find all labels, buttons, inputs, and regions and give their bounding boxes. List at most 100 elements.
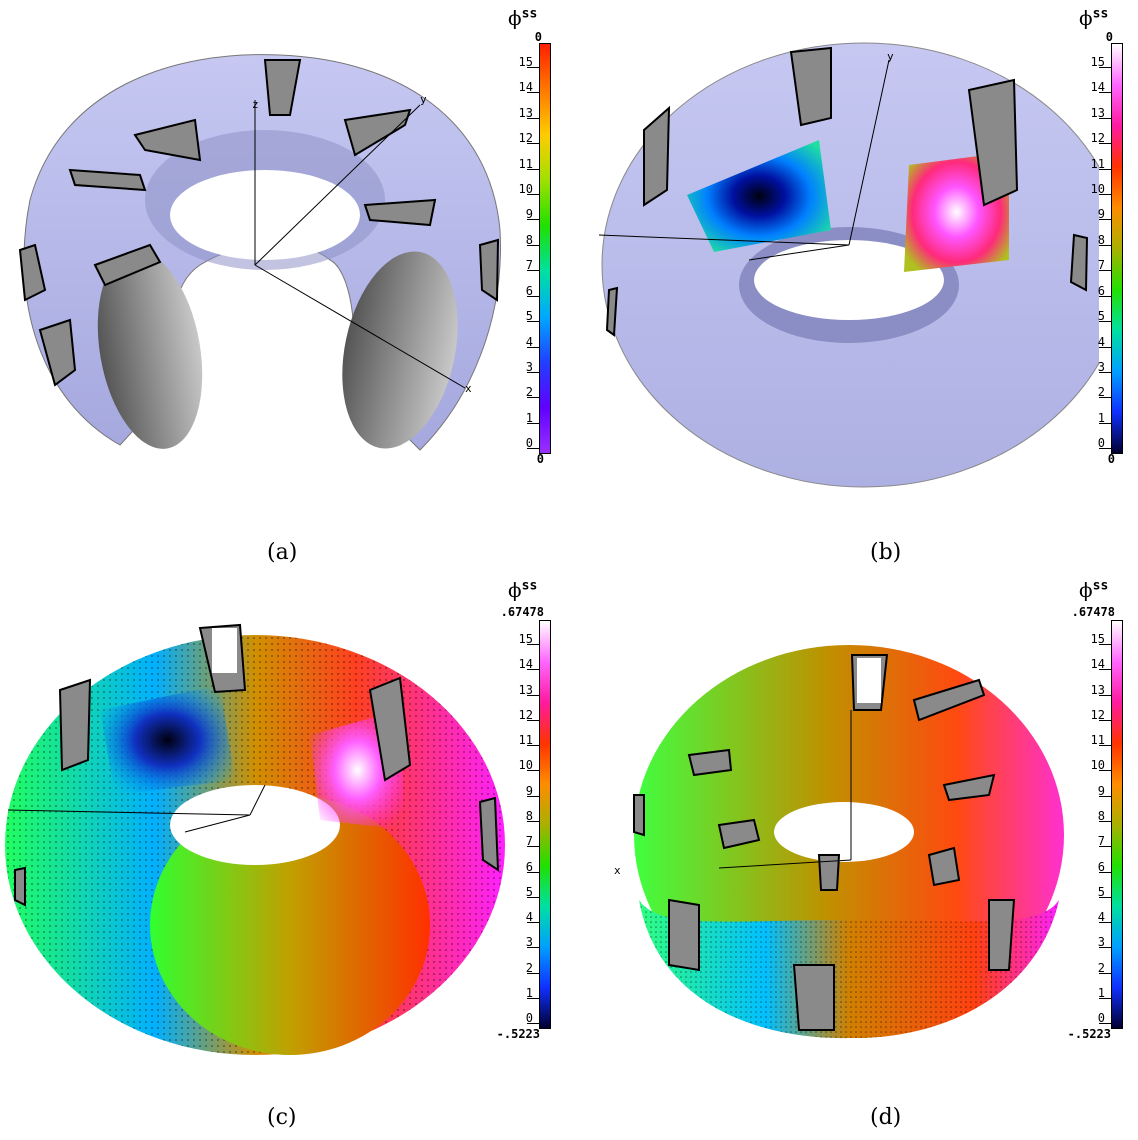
colorbar-tick-mark xyxy=(1099,745,1111,747)
colorbar-tick-label: 6 xyxy=(1097,283,1105,298)
colorbar-tick-mark xyxy=(527,694,539,696)
colorbar-tick-mark xyxy=(527,371,539,373)
colorbar-tick-mark xyxy=(1099,694,1111,696)
colorbar-tick-label: 8 xyxy=(1097,808,1105,823)
colorbar-tick-label: 7 xyxy=(525,258,533,273)
colorbar-tick-label: 14 xyxy=(1090,657,1105,672)
colorbar-tick-mark xyxy=(1099,346,1111,348)
colorbar-tick-label: 0 xyxy=(1097,436,1105,451)
colorbar-tick-label: 8 xyxy=(525,232,533,247)
colorbar-tick-label: 11 xyxy=(1090,733,1105,748)
panel-a: z y x ϕss 0 0 (a) 15 14 13 12 11 10 9 8 7 6 5 4 3 2 1 0 xyxy=(0,0,569,570)
phi-symbol: ϕ xyxy=(1079,6,1093,30)
colorbar-tick-mark xyxy=(527,795,539,797)
phi-superscript: ss xyxy=(1092,578,1109,594)
axis-label-y: y xyxy=(420,93,427,106)
colorbar-tick-mark xyxy=(1099,644,1111,645)
colorbar-tick-mark xyxy=(527,143,539,145)
colorbar-tick-mark xyxy=(1099,922,1111,924)
caption-d: (d) xyxy=(870,1105,902,1130)
colorbar-min-label: -.5223 xyxy=(1067,1027,1111,1041)
colorbar-tick-mark xyxy=(527,422,539,424)
colorbar-tick-label: 0 xyxy=(525,436,533,451)
torus-top-render: y xyxy=(598,42,1099,488)
colorbar-tick-mark xyxy=(527,947,539,949)
colorbar-tick-label: 5 xyxy=(525,884,533,899)
colorbar-tick-label: 14 xyxy=(1090,80,1105,95)
colorbar-tick-mark xyxy=(1099,244,1111,246)
colorbar-tick-label: 2 xyxy=(1097,960,1105,975)
panel-d: x ϕss .67478 -.5223 (d) 15 14 13 12 11 10 9 8 7 6… xyxy=(569,570,1138,1140)
colorbar-tick-mark xyxy=(527,168,539,170)
colorbar-max-label: .67478 xyxy=(1071,605,1115,619)
colorbar-tick-mark xyxy=(527,295,539,297)
colorbar-tick-mark xyxy=(527,321,539,323)
colorbar-tick-label: 9 xyxy=(1097,207,1105,222)
colorbar-tick-label: 4 xyxy=(1097,910,1105,925)
colorbar-tick-mark xyxy=(1099,972,1111,974)
colorbar-tick-label: 9 xyxy=(525,783,533,798)
colorbar-tick-label: 9 xyxy=(1097,783,1105,798)
colorbar-tick-mark xyxy=(1099,448,1111,450)
colorbar-tick-mark xyxy=(527,244,539,246)
colorbar-tick-mark xyxy=(1099,719,1111,721)
colorbar-tick-label: 15 xyxy=(1090,55,1105,69)
phi-symbol: ϕ xyxy=(508,578,522,602)
colorbar-title: ϕss xyxy=(508,6,537,30)
colorbar-tick-mark xyxy=(527,997,539,999)
colorbar-tick-label: 11 xyxy=(518,156,533,171)
caption-b: (b) xyxy=(870,540,902,565)
colorbar-tick-mark xyxy=(527,448,539,450)
colorbar-tick-label: 10 xyxy=(1090,758,1105,773)
colorbar-tick-mark xyxy=(527,194,539,196)
phi-symbol: ϕ xyxy=(508,6,522,30)
colorbar-tick-mark xyxy=(527,770,539,772)
colorbar-min-label: 0 xyxy=(1107,452,1115,466)
colorbar-tick-label: 12 xyxy=(1090,707,1105,722)
colorbar-tick-label: 7 xyxy=(1097,258,1105,273)
colorbar-title: ϕss xyxy=(1079,578,1108,602)
colorbar-tick-label: 0 xyxy=(1097,1011,1105,1026)
panel-b: y ϕss 0 0 (b) 15 14 13 12 11 10 9 8 7 6 5 4 3 2 1 0 xyxy=(569,0,1138,570)
colorbar-tick-label: 3 xyxy=(1097,935,1105,950)
colorbar-tick-label: 14 xyxy=(518,657,533,672)
colorbar-tick-mark xyxy=(1099,295,1111,297)
colorbar-title: ϕss xyxy=(508,578,537,602)
phi-symbol: ϕ xyxy=(1079,578,1093,602)
colorbar-tick-label: 15 xyxy=(518,632,533,646)
colorbar-tick-label: 11 xyxy=(1090,156,1105,171)
colorbar-tick-mark xyxy=(1099,795,1111,797)
colorbar-tick-mark xyxy=(1099,871,1111,873)
colorbar xyxy=(1111,620,1123,1029)
colorbar-tick-mark xyxy=(1099,397,1111,399)
colorbar-tick-mark xyxy=(1099,896,1111,898)
colorbar-tick-label: 8 xyxy=(525,808,533,823)
colorbar-tick-label: 13 xyxy=(1090,105,1105,120)
colorbar-title: ϕss xyxy=(1079,6,1108,30)
colorbar-tick-mark xyxy=(527,346,539,348)
colorbar-tick-label: 10 xyxy=(1090,182,1105,197)
torus-cutaway-render: z y x xyxy=(18,54,501,451)
axis-label-z: z xyxy=(252,98,259,111)
colorbar-tick-mark xyxy=(527,117,539,119)
colorbar-tick-mark xyxy=(1099,947,1111,949)
colorbar-tick-mark xyxy=(1099,143,1111,145)
colorbar xyxy=(1111,43,1123,454)
colorbar-tick-label: 5 xyxy=(525,309,533,324)
colorbar-tick-label: 4 xyxy=(525,334,533,349)
colorbar-tick-mark xyxy=(1099,997,1111,999)
colorbar-tick-label: 1 xyxy=(525,985,533,1000)
axis-label-x: x xyxy=(614,864,621,877)
colorbar-tick-label: 1 xyxy=(1097,985,1105,1000)
colorbar-tick-mark xyxy=(527,219,539,221)
colorbar-tick-label: 1 xyxy=(1097,410,1105,425)
colorbar-tick-label: 12 xyxy=(1090,131,1105,146)
colorbar-tick-mark xyxy=(527,846,539,848)
colorbar-tick-label: 4 xyxy=(1097,334,1105,349)
colorbar-max-label: 0 xyxy=(534,30,542,44)
colorbar xyxy=(539,620,551,1029)
colorbar-tick-mark xyxy=(527,92,539,94)
colorbar-tick-mark xyxy=(527,1023,539,1025)
colorbar-tick-mark xyxy=(527,972,539,974)
colorbar-tick-label: 0 xyxy=(525,1011,533,1026)
